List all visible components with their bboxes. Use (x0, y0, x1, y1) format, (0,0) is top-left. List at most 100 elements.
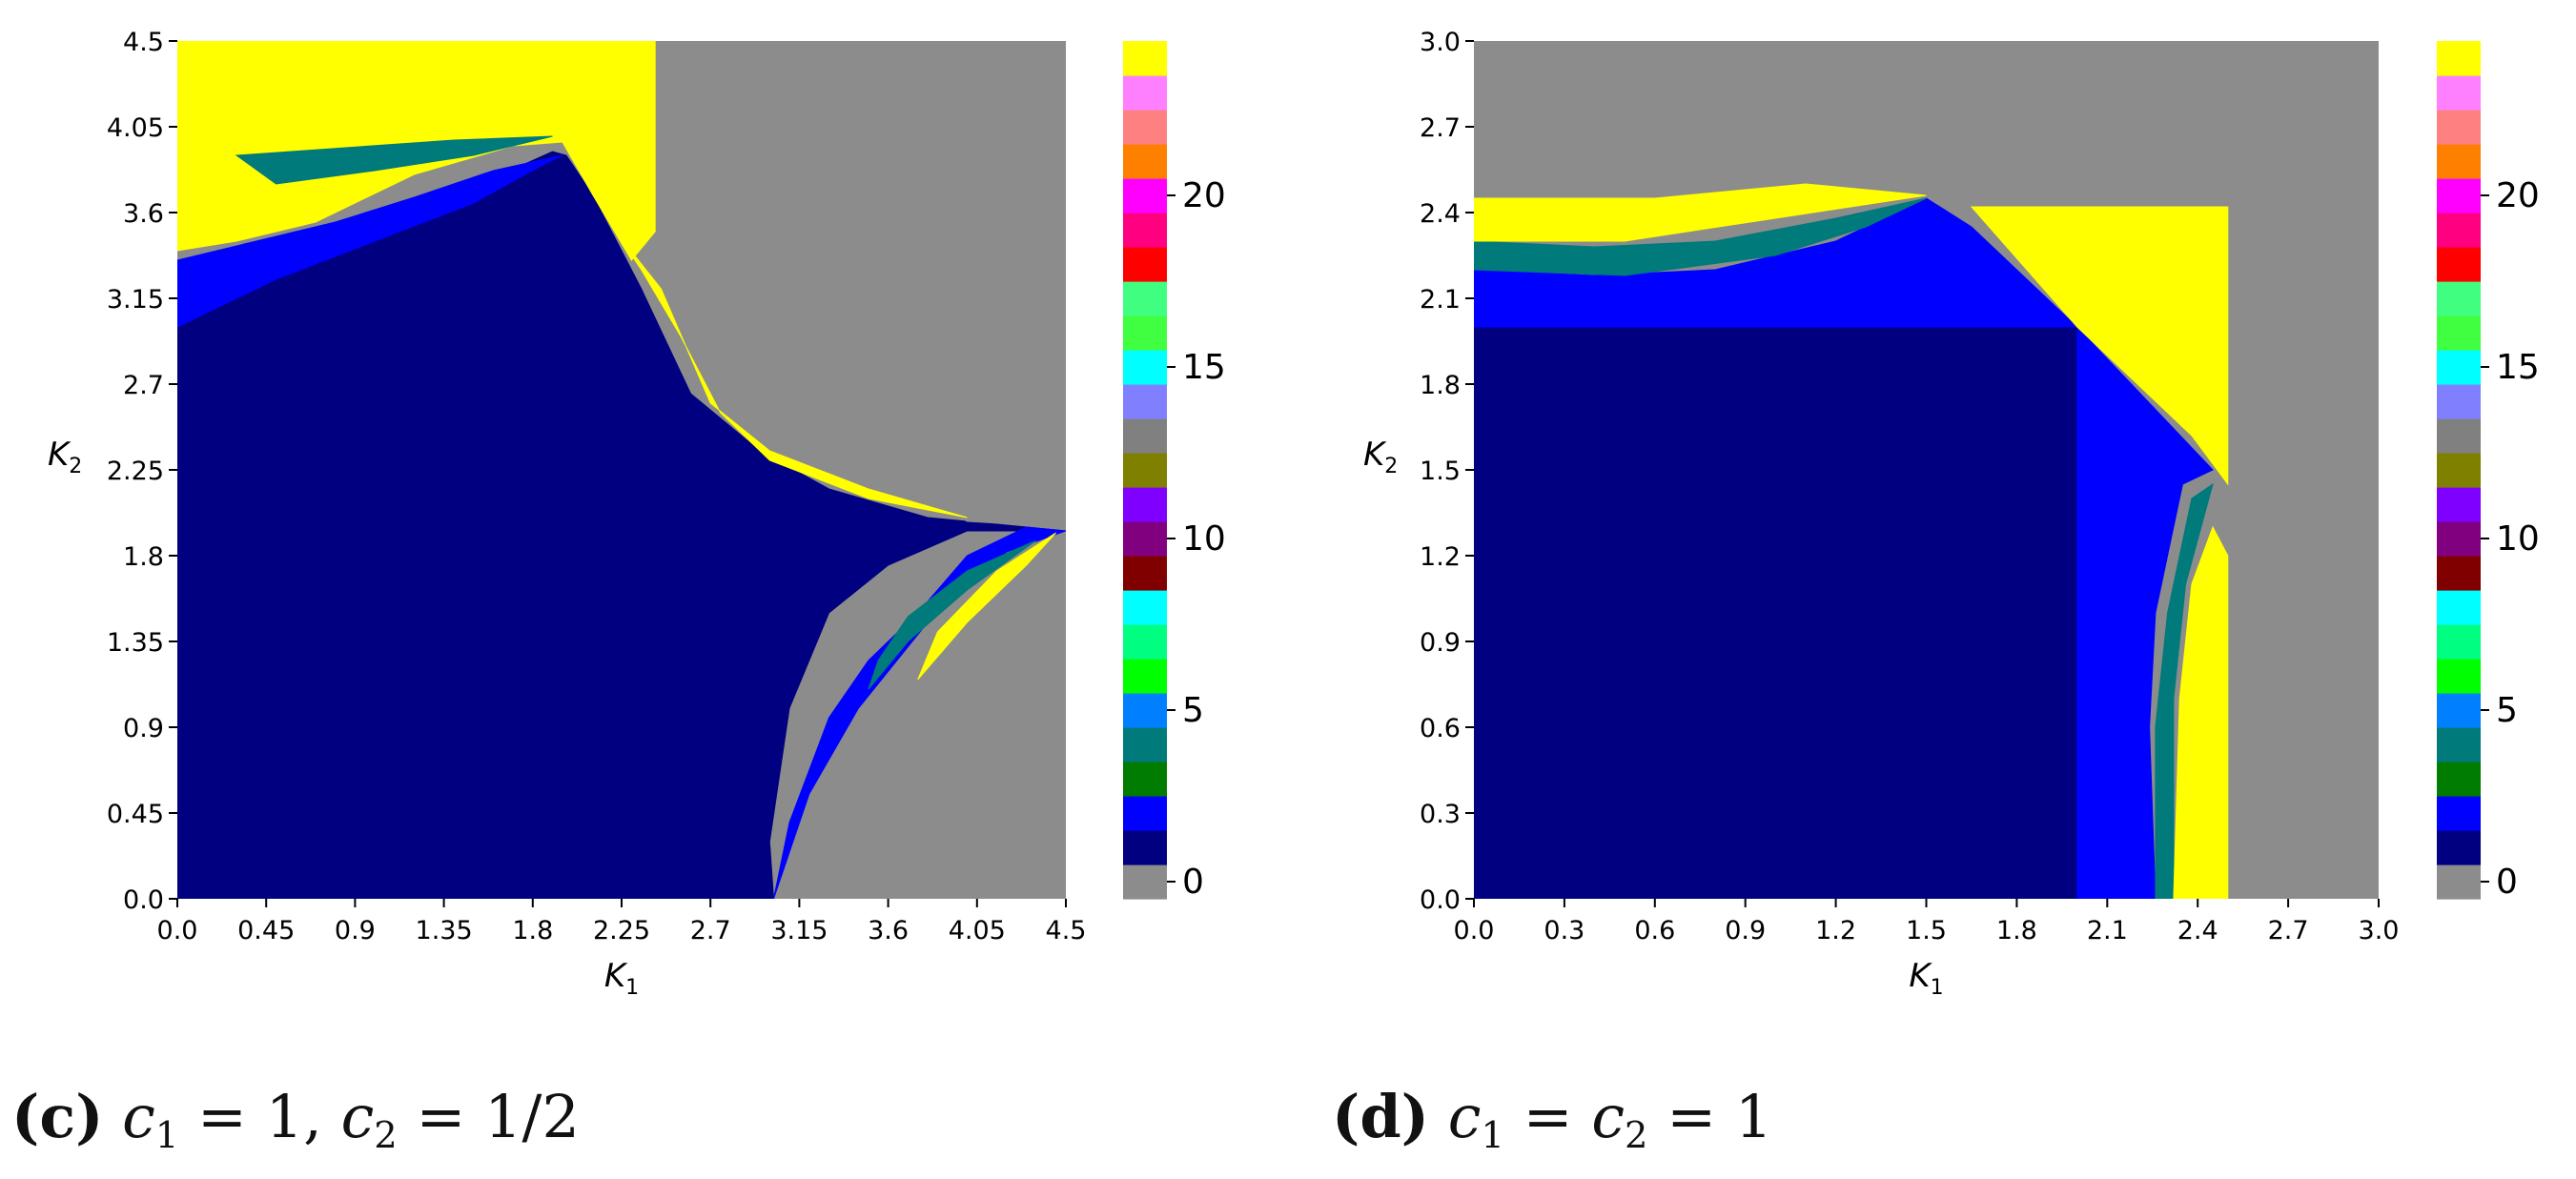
y-tick-label: 1.8 (1420, 371, 1461, 400)
colorbar-swatch (1123, 213, 1167, 248)
x-tick-label: 0.0 (157, 916, 198, 945)
y-tick-label: 2.1 (1420, 285, 1461, 315)
colorbar-tick-label: 15 (1182, 348, 1226, 387)
colorbar-swatch (1123, 75, 1167, 111)
heatmap-region-8 (615, 231, 968, 518)
heatmap-region-6 (868, 539, 1037, 690)
y-axis-label: K2 (1363, 436, 1398, 478)
colorbar-swatch (1123, 41, 1167, 76)
colorbar-swatch (2437, 75, 2481, 111)
colorbar-swatch (1123, 178, 1167, 213)
colorbar-swatch (1123, 624, 1167, 660)
colorbar-swatch (2437, 521, 2481, 557)
colorbar: 0 5 10 15 20 (2437, 41, 2540, 902)
colorbar-swatch (2437, 247, 2481, 282)
colorbar-tick-label: 0 (2496, 863, 2518, 902)
colorbar-swatch (1123, 418, 1167, 454)
heatmap-region-1 (1474, 197, 2214, 899)
colorbar-swatch (2437, 144, 2481, 179)
y-tick-label: 4.05 (107, 113, 164, 143)
x-tick-label: 0.3 (1544, 916, 1584, 945)
x-tick-label: 1.8 (512, 916, 553, 945)
colorbar-swatch (2437, 453, 2481, 488)
colorbar-swatch (1123, 487, 1167, 522)
heatmap-region-0 (1474, 326, 2078, 899)
y-tick-label: 3.6 (123, 199, 164, 229)
colorbar-swatch (2437, 830, 2481, 865)
y-tick-label: 2.7 (1420, 113, 1461, 143)
y-tick-label: 3.15 (107, 285, 164, 315)
colorbar-swatch (2437, 727, 2481, 762)
y-tick-label: 2.25 (107, 457, 164, 486)
heatmap-region-4 (177, 154, 563, 328)
colorbar-tick-label: 0 (1182, 863, 1204, 902)
colorbar-swatch (2437, 418, 2481, 454)
colorbar-swatch (2437, 624, 2481, 660)
x-tick-label: 2.4 (2177, 916, 2218, 945)
heatmap-region-6 (2173, 525, 2229, 899)
y-tick-label: 0.0 (1420, 885, 1461, 915)
y-tick-label: 1.2 (1420, 542, 1461, 572)
colorbar-swatch (2437, 556, 2481, 591)
heatmap-area (1474, 41, 2379, 899)
y-tick-label: 0.3 (1420, 800, 1461, 829)
colorbar-swatch (2437, 350, 2481, 385)
colorbar-swatch (1123, 864, 1167, 900)
heatmap-region-9 (235, 135, 553, 185)
colorbar-swatch (2437, 384, 2481, 419)
colorbar-swatch (1123, 590, 1167, 625)
caption-d-math: c1 = c2 = 1 (1447, 1082, 1773, 1157)
colorbar-swatch (1123, 762, 1167, 797)
y-tick-label: 2.7 (123, 371, 164, 400)
x-tick-label: 3.6 (868, 916, 909, 945)
y-tick-label: 1.8 (123, 542, 164, 572)
caption-c: (c) c1 = 1, c2 = 1/2 (11, 1082, 580, 1157)
colorbar-swatch (2437, 590, 2481, 625)
colorbar-swatch (1123, 144, 1167, 179)
colorbar-swatch (1123, 727, 1167, 762)
x-axis-label: K1 (604, 957, 639, 1000)
y-tick-label: 0.9 (123, 714, 164, 743)
x-tick-label: 1.5 (1906, 916, 1947, 945)
heatmap-region-2 (1474, 197, 1927, 276)
heatmap-region-5 (773, 526, 1066, 899)
x-tick-label: 0.9 (1725, 916, 1766, 945)
x-tick-label: 4.5 (1046, 916, 1087, 945)
x-tick-label: 4.05 (949, 916, 1006, 945)
chart-panel-d: 0.0 0.3 0.6 0.9 1.2 1.5 1.8 2.1 2.4 2.7 3.0 0.0 0.3 0… (1363, 28, 2540, 1000)
colorbar-swatch (1123, 384, 1167, 419)
colorbar-swatch (2437, 41, 2481, 76)
chart-panel-c: 0.0 0.45 0.9 1.35 1.8 2.25 2.7 3.15 3.6 4.05 4.5 0.… (48, 28, 1226, 1000)
x-axis-label: K1 (1909, 957, 1943, 1000)
y-tick-label: 2.4 (1420, 199, 1461, 229)
colorbar-swatch (1123, 556, 1167, 591)
x-tick-label: 3.15 (770, 916, 828, 945)
colorbar-swatch (2437, 213, 2481, 248)
colorbar-tick-label: 15 (2496, 348, 2540, 387)
x-tick-label: 1.35 (416, 916, 473, 945)
y-axis-label: K2 (48, 436, 82, 478)
colorbar-swatch (2437, 487, 2481, 522)
colorbar-swatch (2437, 281, 2481, 316)
colorbar-tick-label: 10 (1182, 519, 1226, 559)
colorbar-swatch (2437, 864, 2481, 900)
colorbar-swatch (2437, 110, 2481, 145)
heatmap-region-5 (2155, 482, 2214, 899)
y-tick-label: 1.5 (1420, 457, 1461, 486)
x-tick-label: 0.6 (1634, 916, 1675, 945)
colorbar-swatch (2437, 762, 2481, 797)
heatmap-region-7 (917, 532, 1056, 681)
colorbar-swatch (1123, 350, 1167, 385)
colorbar-swatch (1123, 453, 1167, 488)
x-tick-label: 2.7 (690, 916, 731, 945)
y-tick-label: 0.0 (123, 885, 164, 915)
colorbar-swatch (1123, 830, 1167, 865)
x-tick-label: 0.45 (237, 916, 295, 945)
x-tick-label: 0.9 (335, 916, 376, 945)
colorbar-swatch (2437, 659, 2481, 694)
colorbar-tick-label: 20 (2496, 176, 2540, 215)
colorbar: 0 5 10 15 20 (1123, 41, 1226, 902)
x-tick-label: 0.0 (1454, 916, 1495, 945)
colorbar-swatch (1123, 281, 1167, 316)
